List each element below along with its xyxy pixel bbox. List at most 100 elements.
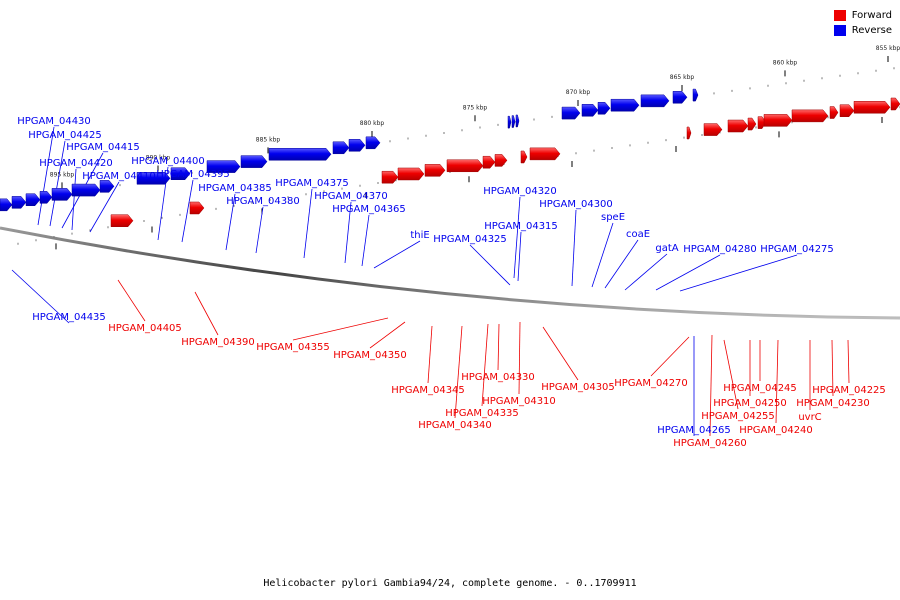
genome-backbone — [0, 226, 900, 320]
reverse-gene-arrow — [136, 172, 171, 185]
forward-gene-arrow — [189, 201, 205, 215]
gene-label: HPGAM_04430 — [17, 116, 91, 127]
reverse-gene-arrow — [515, 114, 520, 128]
scale-ticks — [11, 56, 900, 250]
leader-line — [454, 325, 463, 419]
leader-line — [303, 188, 313, 259]
gene-label: HPGAM_04435 — [32, 312, 106, 323]
forward-label: Forward — [851, 10, 892, 21]
leader-line — [255, 206, 264, 254]
reverse-gene-arrow — [507, 115, 512, 129]
forward-gene-arrow — [829, 106, 839, 119]
leader-line — [369, 321, 406, 349]
gene-label: HPGAM_04425 — [28, 130, 102, 141]
reverse-gene-arrow — [348, 139, 366, 152]
reverse-gene-arrow — [561, 106, 581, 120]
scale-label: 885 kbp — [256, 136, 281, 143]
gene-label: HPGAM_04275 — [760, 244, 834, 255]
reverse-gene-arrow — [597, 102, 611, 115]
leader-line — [427, 325, 433, 384]
leader-line — [37, 126, 55, 226]
gene-label: coaE — [626, 229, 650, 240]
forward-gene-arrow — [727, 119, 749, 133]
legend: Forward Reverse — [833, 8, 892, 38]
gene-label: HPGAM_04405 — [108, 323, 182, 334]
gene-label: HPGAM_04310 — [482, 396, 556, 407]
gene-label: HPGAM_04240 — [739, 425, 813, 436]
gene-label: HPGAM_04245 — [723, 383, 797, 394]
leader-line — [518, 321, 521, 395]
scale-label: 880 kbp — [360, 120, 385, 127]
reverse-gene-arrow — [240, 155, 268, 168]
forward-gene-arrow — [424, 164, 446, 177]
legend-reverse: Reverse — [833, 23, 892, 38]
forward-gene-arrow — [397, 167, 425, 181]
forward-gene-arrow — [494, 154, 508, 167]
scale-label: 855 kbp — [876, 45, 900, 52]
gene-label: HPGAM_04410 — [82, 171, 156, 182]
leader-line — [89, 181, 120, 233]
gene-label: HPGAM_04315 — [484, 221, 558, 232]
reverse-swatch — [833, 25, 846, 36]
gene-label: speE — [601, 212, 625, 223]
leader-line — [71, 168, 77, 231]
gene-label: HPGAM_04230 — [796, 398, 870, 409]
scale-label: 875 kbp — [463, 104, 488, 111]
gene-label: HPGAM_04330 — [461, 372, 535, 383]
leader-line — [481, 323, 489, 407]
gene-label: HPGAM_04340 — [418, 420, 492, 431]
leader-line — [571, 209, 577, 287]
gene-label: HPGAM_04380 — [226, 196, 300, 207]
leader-line — [775, 339, 779, 424]
scale-label: 895 kbp — [50, 171, 75, 178]
gene-label: HPGAM_04385 — [198, 183, 272, 194]
leader-line — [361, 214, 370, 267]
reverse-gene-arrow — [268, 148, 332, 161]
gene-label: HPGAM_04300 — [539, 199, 613, 210]
forward-gene-arrow — [853, 101, 891, 114]
forward-gene-arrow — [686, 126, 692, 140]
reverse-gene-arrow — [0, 198, 13, 212]
forward-gene-arrow — [529, 147, 561, 161]
scale-label: 870 kbp — [566, 89, 591, 96]
leader-line — [650, 336, 690, 377]
gene-label: HPGAM_04400 — [131, 156, 205, 167]
gene-label: HPGAM_04265 — [657, 425, 731, 436]
leader-line — [513, 196, 521, 279]
leader-line — [624, 253, 668, 291]
leader-line — [344, 201, 352, 264]
forward-gene-arrow — [381, 170, 399, 184]
gene-label: HPGAM_04225 — [812, 385, 886, 396]
forward-gene-arrow — [839, 104, 855, 117]
gene-label: HPGAM_04375 — [275, 178, 349, 189]
leader-line — [831, 339, 834, 397]
gene-label: HPGAM_04270 — [614, 378, 688, 389]
forward-gene-arrow — [890, 97, 900, 111]
reverse-gene-arrow — [11, 196, 27, 209]
leader-line — [49, 140, 66, 227]
gene-label: gatA — [655, 243, 678, 254]
gene-label: HPGAM_04355 — [256, 342, 330, 353]
leader-line — [194, 291, 219, 336]
gene-label: HPGAM_04420 — [39, 158, 113, 169]
reverse-gene-arrow — [206, 160, 241, 173]
gene-label: HPGAM_04365 — [332, 204, 406, 215]
reverse-gene-arrow — [610, 98, 640, 112]
reverse-gene-arrow — [640, 94, 670, 108]
gene-label: HPGAM_04370 — [314, 191, 388, 202]
leader-line — [117, 279, 146, 322]
forward-swatch — [833, 10, 846, 21]
gene-label: HPGAM_04415 — [66, 142, 140, 153]
forward-gene-arrow — [747, 117, 757, 131]
reverse-gene-arrow — [672, 91, 688, 104]
gene-label: HPGAM_04335 — [445, 408, 519, 419]
caption: Helicobacter pylori Gambia94/24, complet… — [263, 578, 637, 589]
leader-line — [847, 339, 850, 384]
label-leaders — [11, 126, 850, 437]
leader-line — [497, 323, 500, 371]
leader-line — [679, 254, 798, 292]
leader-line — [517, 231, 522, 282]
leader-line — [655, 254, 721, 291]
